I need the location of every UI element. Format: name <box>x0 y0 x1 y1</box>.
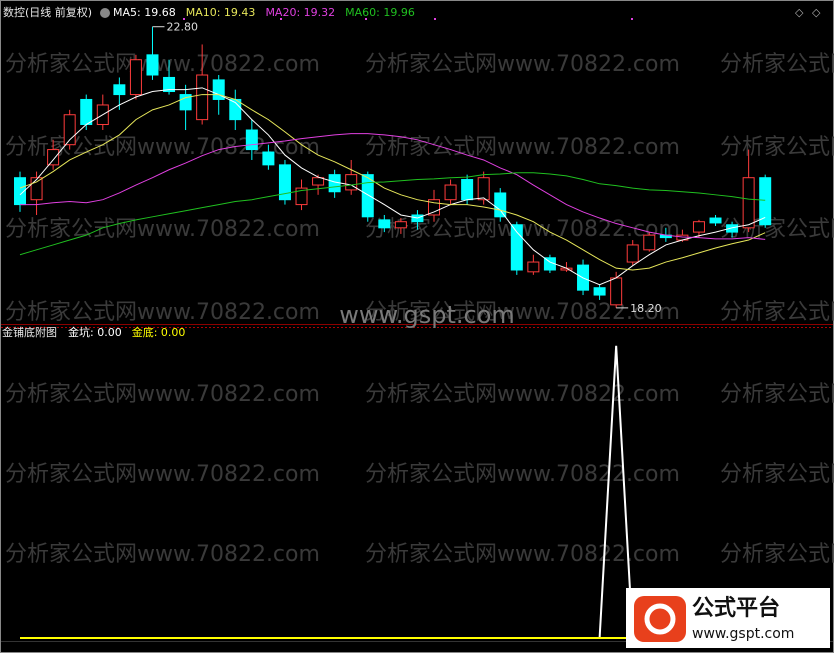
indicator-title: 金铺底附图 <box>2 325 57 339</box>
legend-entry: MA60: 19.96 <box>345 6 415 19</box>
legend-entry: MA5: 19.68 <box>113 6 176 19</box>
watermark: 分析家公式网www.70822.com <box>5 382 320 407</box>
candle-body <box>295 187 308 206</box>
candle-body <box>113 84 126 96</box>
logo-url: www.gspt.com <box>692 626 794 642</box>
watermark: 分析家公式网www.70822.com <box>365 382 680 407</box>
candle-body <box>477 177 490 201</box>
watermark: 分析家公式网www.70822.com <box>5 52 320 77</box>
candle-body <box>527 261 540 273</box>
candle-body <box>610 277 623 306</box>
settings-icon[interactable] <box>100 8 110 18</box>
watermark: 分析家公式网www.70822.com <box>5 300 320 325</box>
watermark: 分析家公式网www.70822.com <box>365 135 680 160</box>
watermark: 分析家公式网www.70822.com <box>720 382 834 407</box>
watermark-layer: 分析家公式网www.70822.com 分析家公式网www.70822.com 分析… <box>5 52 834 567</box>
candle-body <box>378 219 391 229</box>
watermark: 分析家公式网www.70822.com <box>5 217 320 242</box>
annotation-label: 22.80 <box>166 21 198 34</box>
candle-body <box>692 221 705 233</box>
candle-body <box>212 79 225 100</box>
watermark: 分析家公式网www.70822.com <box>365 462 680 487</box>
legend-entry: MA10: 19.43 <box>186 6 256 19</box>
candle-body <box>428 199 440 216</box>
candle-body <box>47 149 60 166</box>
candle-body <box>444 184 457 201</box>
candle-body <box>643 234 656 251</box>
candle-body <box>129 59 142 96</box>
candle-body <box>262 151 275 166</box>
candle-body <box>278 164 291 201</box>
watermark: 分析家公式网www.70822.com <box>720 542 834 567</box>
logo-title: 公式平台 <box>692 595 780 621</box>
candle-body <box>146 54 159 76</box>
candle-body <box>759 177 772 226</box>
candle-body <box>709 217 722 224</box>
candle-body <box>163 76 176 93</box>
candle-body <box>63 114 76 146</box>
candle-body <box>593 287 606 296</box>
watermark: 分析家公式网www.70822.com <box>720 135 834 160</box>
series-line <box>19 87 766 286</box>
watermark: 分析家公式网www.70822.com <box>720 462 834 487</box>
candle-body <box>312 177 325 186</box>
logo: 公式平台 www.gspt.com <box>626 588 830 648</box>
watermark: 分析家公式网www.70822.com <box>720 300 834 325</box>
marker <box>183 18 185 20</box>
watermark: 分析家公式网www.70822.com <box>365 52 680 77</box>
series-line <box>19 94 766 271</box>
panel-control[interactable]: ◇ <box>795 6 804 19</box>
watermark: www.gspt.com <box>339 301 515 329</box>
legend-entry: 金底: 0.00 <box>132 325 186 339</box>
candle-body <box>510 224 523 271</box>
candle-body <box>742 177 755 229</box>
marker <box>434 18 436 20</box>
candle-body <box>361 174 374 218</box>
candle-body <box>626 244 639 263</box>
legend-entry: MA20: 19.32 <box>265 6 335 19</box>
legend-entry: 金坑: 0.00 <box>68 325 122 339</box>
candle-body <box>494 192 507 218</box>
marker <box>365 18 367 20</box>
series-line <box>19 172 766 256</box>
watermark: 分析家公式网www.70822.com <box>5 462 320 487</box>
candle-body <box>30 177 43 201</box>
candle-body <box>345 174 358 191</box>
series-line <box>20 133 766 240</box>
watermark: 分析家公式网www.70822.com <box>5 542 320 567</box>
candle-body <box>80 98 93 126</box>
chart-title: 数控(日线 前复权) <box>3 5 92 19</box>
watermark: 分析家公式网www.70822.com <box>720 52 834 77</box>
candle-body <box>394 221 407 229</box>
candle-body <box>196 74 209 121</box>
marker <box>280 18 282 20</box>
candle-body <box>461 179 474 201</box>
logo-icon <box>644 603 676 635</box>
candle-body <box>179 94 192 111</box>
logo-icon <box>634 596 686 642</box>
watermark: 分析家公式网www.70822.com <box>365 300 680 325</box>
candle-body <box>245 129 258 151</box>
watermark: 分析家公式网www.70822.com <box>365 542 680 567</box>
candle-body <box>726 224 739 233</box>
panel-control[interactable]: ◇ <box>812 6 821 19</box>
marker <box>631 18 633 20</box>
annotation-label: 18.20 <box>630 302 662 315</box>
candle-body <box>328 174 341 193</box>
